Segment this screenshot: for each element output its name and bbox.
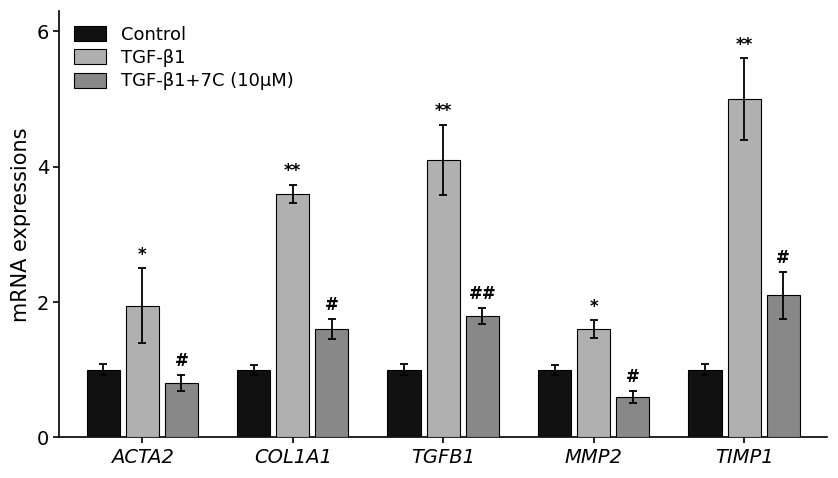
- Text: **: **: [435, 102, 452, 120]
- Text: ##: ##: [468, 285, 496, 303]
- Bar: [538, 370, 571, 437]
- Bar: [315, 329, 349, 437]
- Text: #: #: [626, 368, 639, 386]
- Bar: [387, 370, 421, 437]
- Bar: [277, 194, 309, 437]
- Legend: Control, TGF-β1, TGF-β1+7C (10μM): Control, TGF-β1, TGF-β1+7C (10μM): [69, 20, 299, 96]
- Bar: [767, 295, 799, 437]
- Text: #: #: [174, 352, 189, 370]
- Bar: [86, 370, 120, 437]
- Bar: [689, 370, 722, 437]
- Bar: [237, 370, 270, 437]
- Bar: [466, 315, 499, 437]
- Bar: [165, 383, 198, 437]
- Bar: [577, 329, 610, 437]
- Text: **: **: [736, 36, 753, 54]
- Text: #: #: [776, 249, 790, 267]
- Text: *: *: [138, 246, 147, 263]
- Text: #: #: [325, 296, 339, 315]
- Bar: [126, 305, 158, 437]
- Text: **: **: [284, 163, 302, 180]
- Text: *: *: [589, 298, 598, 315]
- Bar: [616, 397, 649, 437]
- Bar: [727, 99, 761, 437]
- Y-axis label: mRNA expressions: mRNA expressions: [11, 127, 31, 322]
- Bar: [427, 160, 460, 437]
